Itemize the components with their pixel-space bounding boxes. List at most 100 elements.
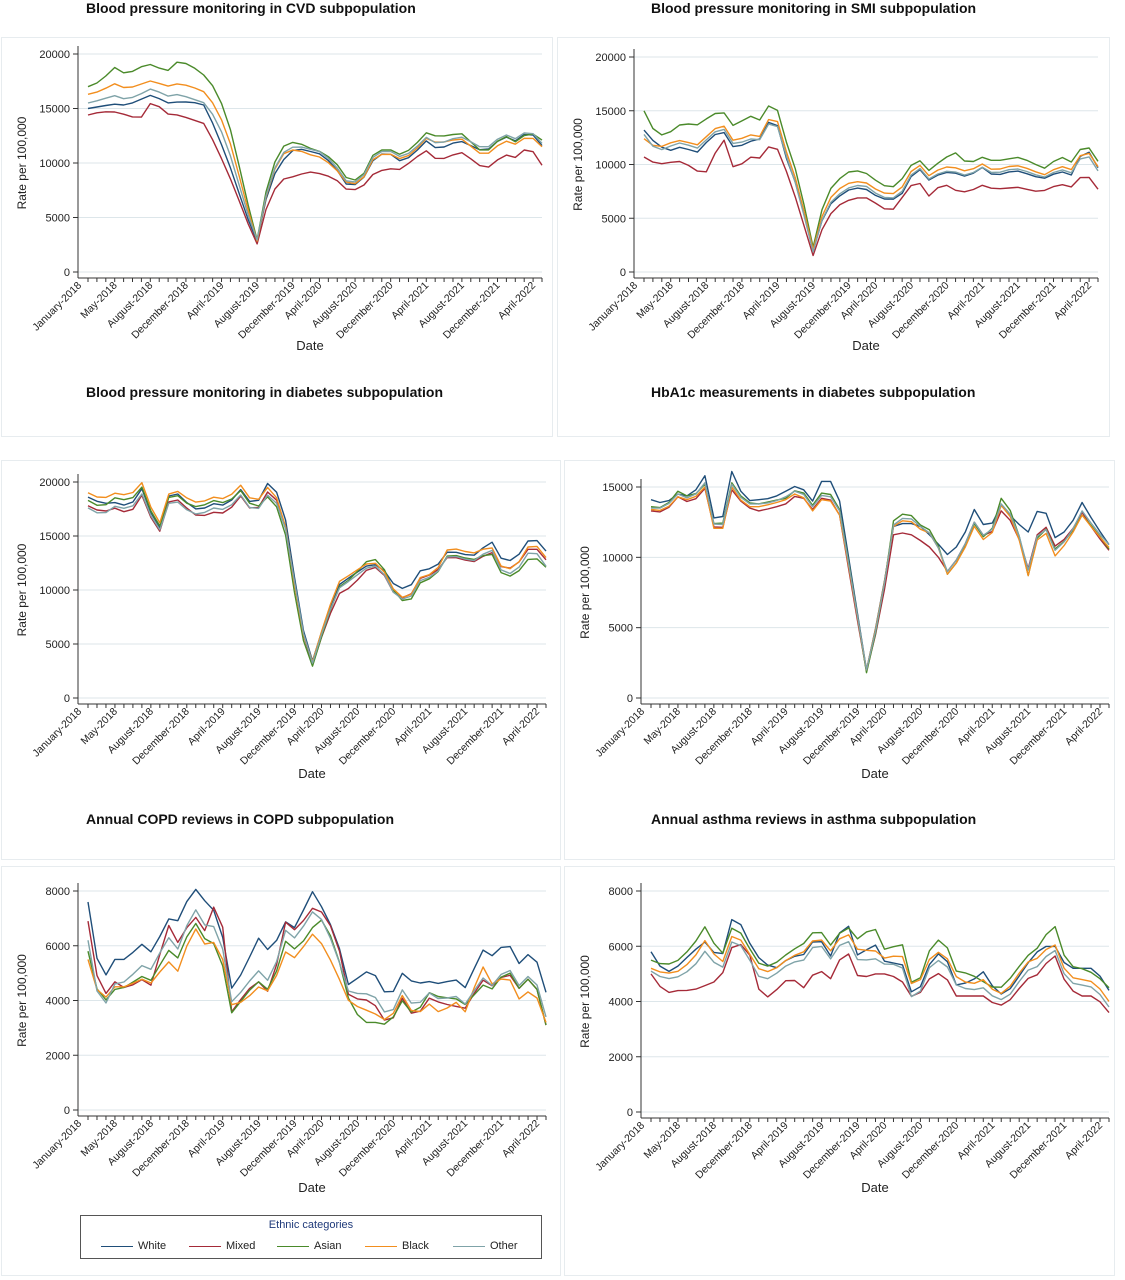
- y-tick-label: 20000: [39, 49, 70, 61]
- series-line-black: [87, 928, 547, 1023]
- series-line-black: [643, 118, 1099, 251]
- panel-frame-blood-pressure-monitoring-in-smi-subpopulation: [557, 37, 1110, 437]
- x-axis-label: Date: [861, 1180, 888, 1195]
- legend-swatch-black: [365, 1245, 397, 1247]
- y-tick-label: 4000: [609, 997, 633, 1009]
- chart-title-annual-asthma-reviews-in-asthma-subpopulation: Annual asthma reviews in asthma subpopul…: [651, 811, 977, 827]
- y-tick-label: 8000: [609, 886, 633, 898]
- series-line-other: [87, 88, 543, 241]
- chart-title-hba1c-measurements-in-diabetes-subpopulation: HbA1c measurements in diabetes subpopula…: [651, 384, 976, 400]
- y-tick-label: 0: [627, 1107, 633, 1119]
- legend-title: Ethnic categories: [268, 1219, 354, 1231]
- series-line-white: [87, 94, 543, 242]
- y-tick-label: 0: [64, 693, 70, 705]
- y-tick-label: 15000: [39, 104, 70, 116]
- legend-label-white: White: [138, 1240, 167, 1252]
- y-tick-label: 10000: [595, 160, 626, 172]
- legend-item-asian: Asian: [277, 1240, 342, 1252]
- y-tick-label: 20000: [39, 477, 70, 489]
- y-tick-label: 6000: [46, 941, 70, 953]
- y-tick-label: 0: [620, 267, 626, 279]
- x-tick-label: January-2018: [593, 706, 647, 760]
- series-line-asian: [87, 919, 547, 1026]
- legend: Ethnic categories White Mixed Asian Blac…: [80, 1215, 542, 1259]
- series-line-white: [87, 482, 547, 662]
- y-tick-label: 10000: [39, 158, 70, 170]
- series-line-white: [650, 918, 1110, 995]
- legend-swatch-white: [101, 1245, 133, 1247]
- legend-label-black: Black: [402, 1240, 429, 1252]
- y-tick-label: 5000: [609, 623, 633, 635]
- y-axis-label: Rate per 100,000: [578, 546, 592, 639]
- series-line-mixed: [650, 487, 1110, 672]
- x-tick-label: January-2018: [30, 706, 84, 760]
- panel-frame-hba1c-measurements-in-diabetes-subpopulation: [564, 460, 1115, 860]
- legend-item-black: Black: [365, 1240, 429, 1252]
- x-axis-label: Date: [296, 338, 323, 353]
- x-tick-label: April-2022: [1063, 1120, 1105, 1162]
- chart-annual-copd-reviews-in-copd-subpopulation: 02000400060008000January-2018May-2018Aug…: [15, 883, 547, 1195]
- x-tick-label: April-2022: [500, 1118, 542, 1160]
- y-axis-label: Rate per 100,000: [15, 543, 29, 636]
- y-axis-label: Rate per 100,000: [571, 118, 585, 211]
- series-line-other: [643, 123, 1099, 253]
- series-line-asian: [87, 486, 547, 667]
- chart-title-annual-copd-reviews-in-copd-subpopulation: Annual COPD reviews in COPD subpopulatio…: [86, 811, 395, 827]
- y-tick-label: 5000: [46, 639, 70, 651]
- series-line-asian: [650, 925, 1110, 989]
- series-line-black: [650, 934, 1110, 1002]
- y-tick-label: 5000: [602, 213, 626, 225]
- series-line-white: [87, 888, 547, 993]
- series-line-mixed: [643, 139, 1099, 257]
- y-axis-label: Rate per 100,000: [15, 116, 29, 209]
- x-tick-label: April-2022: [500, 706, 542, 748]
- x-tick-label: April-2022: [1063, 706, 1105, 748]
- y-tick-label: 0: [64, 267, 70, 279]
- y-axis-label: Rate per 100,000: [578, 955, 592, 1048]
- legend-swatch-other: [453, 1245, 485, 1247]
- x-tick-label: April-2022: [496, 280, 538, 322]
- series-line-asian: [650, 482, 1110, 674]
- legend-item-mixed: Mixed: [189, 1240, 255, 1252]
- legend-label-mixed: Mixed: [226, 1240, 256, 1252]
- panel-frame-blood-pressure-monitoring-in-cvd-subpopulation: [1, 37, 553, 437]
- y-tick-label: 10000: [39, 585, 70, 597]
- legend-swatch-mixed: [189, 1245, 221, 1247]
- y-tick-label: 2000: [609, 1052, 633, 1064]
- y-tick-label: 15000: [39, 531, 70, 543]
- y-tick-label: 10000: [602, 552, 633, 564]
- chart-title-blood-pressure-monitoring-in-smi-subpopulation: Blood pressure monitoring in SMI subpopu…: [651, 0, 977, 16]
- series-line-mixed: [87, 102, 543, 245]
- series-line-black: [87, 80, 543, 242]
- series-line-mixed: [650, 943, 1110, 1014]
- series-line-other: [650, 941, 1110, 1008]
- series-line-mixed: [87, 906, 547, 1026]
- x-tick-label: January-2018: [586, 280, 640, 334]
- y-tick-label: 5000: [46, 213, 70, 225]
- chart-title-blood-pressure-monitoring-in-diabetes-subpopulation: Blood pressure monitoring in diabetes su…: [86, 384, 444, 400]
- legend-item-other: Other: [453, 1240, 518, 1252]
- x-tick-label: April-2022: [1052, 280, 1094, 322]
- series-line-black: [650, 486, 1110, 671]
- legend-label-asian: Asian: [314, 1240, 342, 1252]
- y-tick-label: 4000: [46, 996, 70, 1008]
- series-line-other: [651, 482, 1110, 671]
- y-tick-label: 20000: [595, 52, 626, 64]
- y-tick-label: 15000: [602, 482, 633, 494]
- series-line-white: [643, 121, 1099, 252]
- x-axis-label: Date: [298, 1180, 325, 1195]
- series-line-white: [650, 470, 1110, 671]
- y-tick-label: 8000: [46, 886, 70, 898]
- panel-frame-blood-pressure-monitoring-in-diabetes-subpopulation: [1, 460, 561, 860]
- series-line-other: [87, 493, 547, 664]
- y-tick-label: 0: [627, 693, 633, 705]
- chart-blood-pressure-monitoring-in-smi-subpopulation: 05000100001500020000January-2018May-2018…: [571, 49, 1099, 353]
- chart-annual-asthma-reviews-in-asthma-subpopulation: 02000400060008000January-2018May-2018Aug…: [578, 883, 1110, 1195]
- series-line-asian: [643, 105, 1099, 248]
- y-axis-label: Rate per 100,000: [15, 954, 29, 1047]
- x-tick-label: January-2018: [30, 280, 84, 334]
- x-axis-label: Date: [861, 766, 888, 781]
- series-line-black: [87, 482, 547, 663]
- y-tick-label: 6000: [609, 941, 633, 953]
